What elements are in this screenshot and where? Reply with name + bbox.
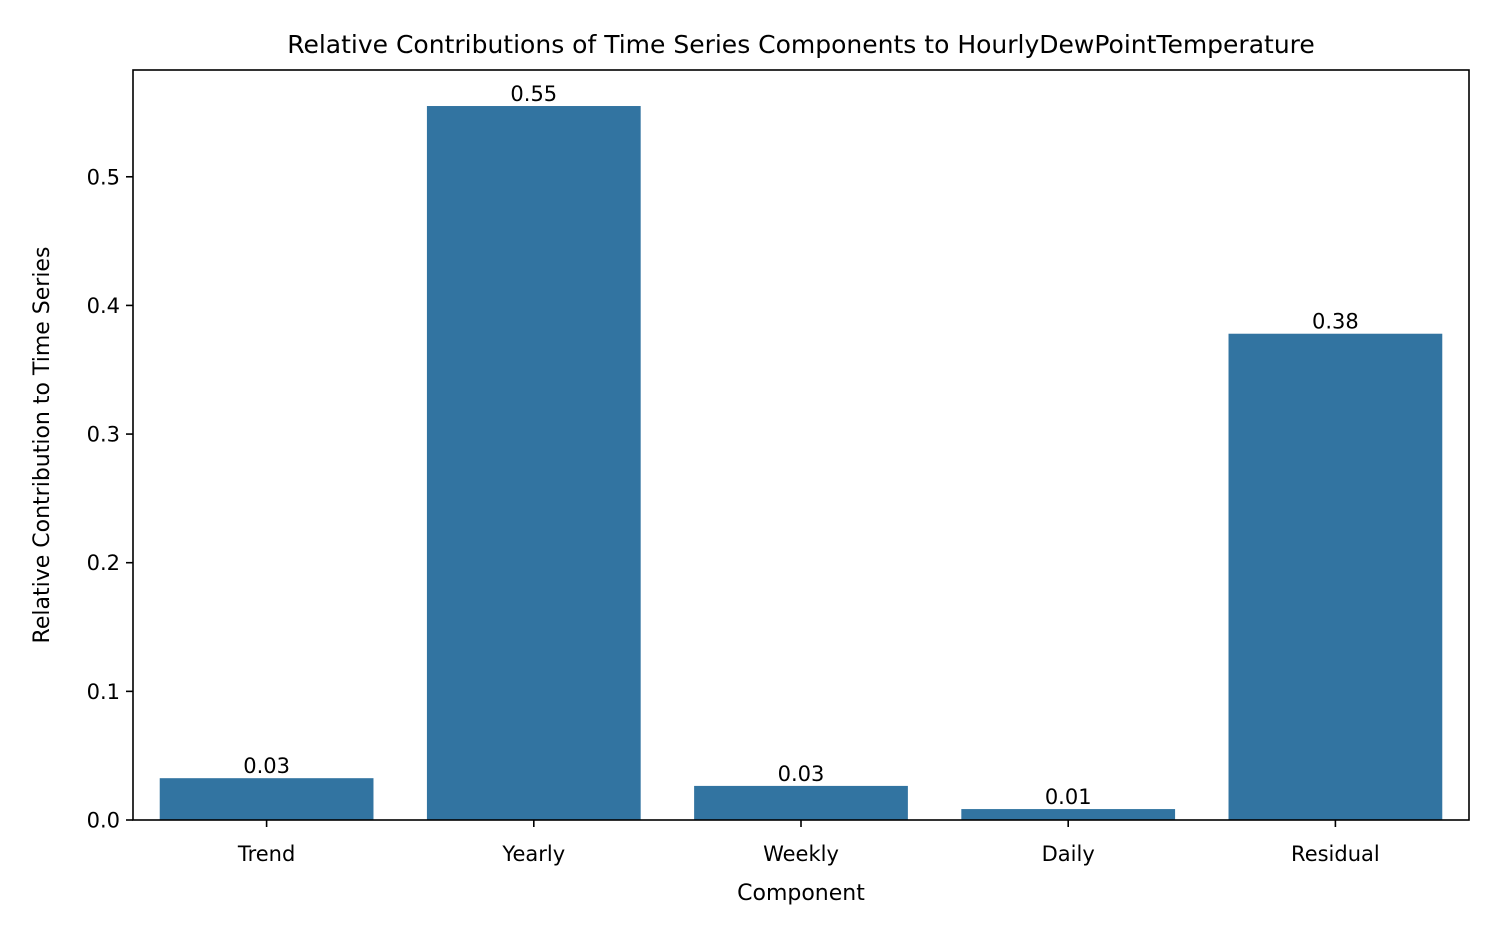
bar-residual — [1228, 333, 1443, 820]
data-label-weekly: 0.03 — [778, 762, 825, 786]
y-axis-label: Relative Contribution to Time Series — [30, 247, 55, 644]
x-axis-label: Component — [737, 881, 865, 906]
y-axis-ticks: 0.0 0.1 0.2 0.3 0.4 0.5 — [87, 165, 133, 833]
x-tick-label-trend: Trend — [237, 842, 295, 866]
bar-trend — [159, 778, 374, 820]
y-tick-label: 0.4 — [87, 294, 120, 318]
bar-series — [159, 106, 1443, 820]
y-tick-label: 0.2 — [87, 551, 120, 575]
x-tick-label-residual: Residual — [1291, 842, 1380, 866]
chart-title: Relative Contributions of Time Series Co… — [287, 30, 1315, 59]
y-tick-label: 0.1 — [87, 680, 120, 704]
bar-daily — [961, 809, 1176, 820]
plot-area-frame — [132, 69, 1470, 821]
y-tick-label: 0.3 — [87, 423, 120, 447]
x-tick-label-weekly: Weekly — [763, 842, 839, 866]
data-label-yearly: 0.55 — [510, 82, 557, 106]
data-label-residual: 0.38 — [1312, 310, 1359, 334]
bar-weekly — [694, 785, 908, 820]
y-tick-label: 0.0 — [87, 809, 120, 833]
data-label-daily: 0.01 — [1045, 785, 1092, 809]
data-label-trend: 0.03 — [243, 754, 290, 778]
x-axis-ticks: Trend Yearly Weekly Daily Residual — [237, 820, 1380, 866]
y-tick-label: 0.5 — [87, 165, 120, 189]
x-tick-label-daily: Daily — [1042, 842, 1095, 866]
x-tick-label-yearly: Yearly — [501, 842, 565, 866]
bar-yearly — [426, 106, 641, 820]
data-labels: 0.03 0.55 0.03 0.01 0.38 — [243, 82, 1359, 809]
